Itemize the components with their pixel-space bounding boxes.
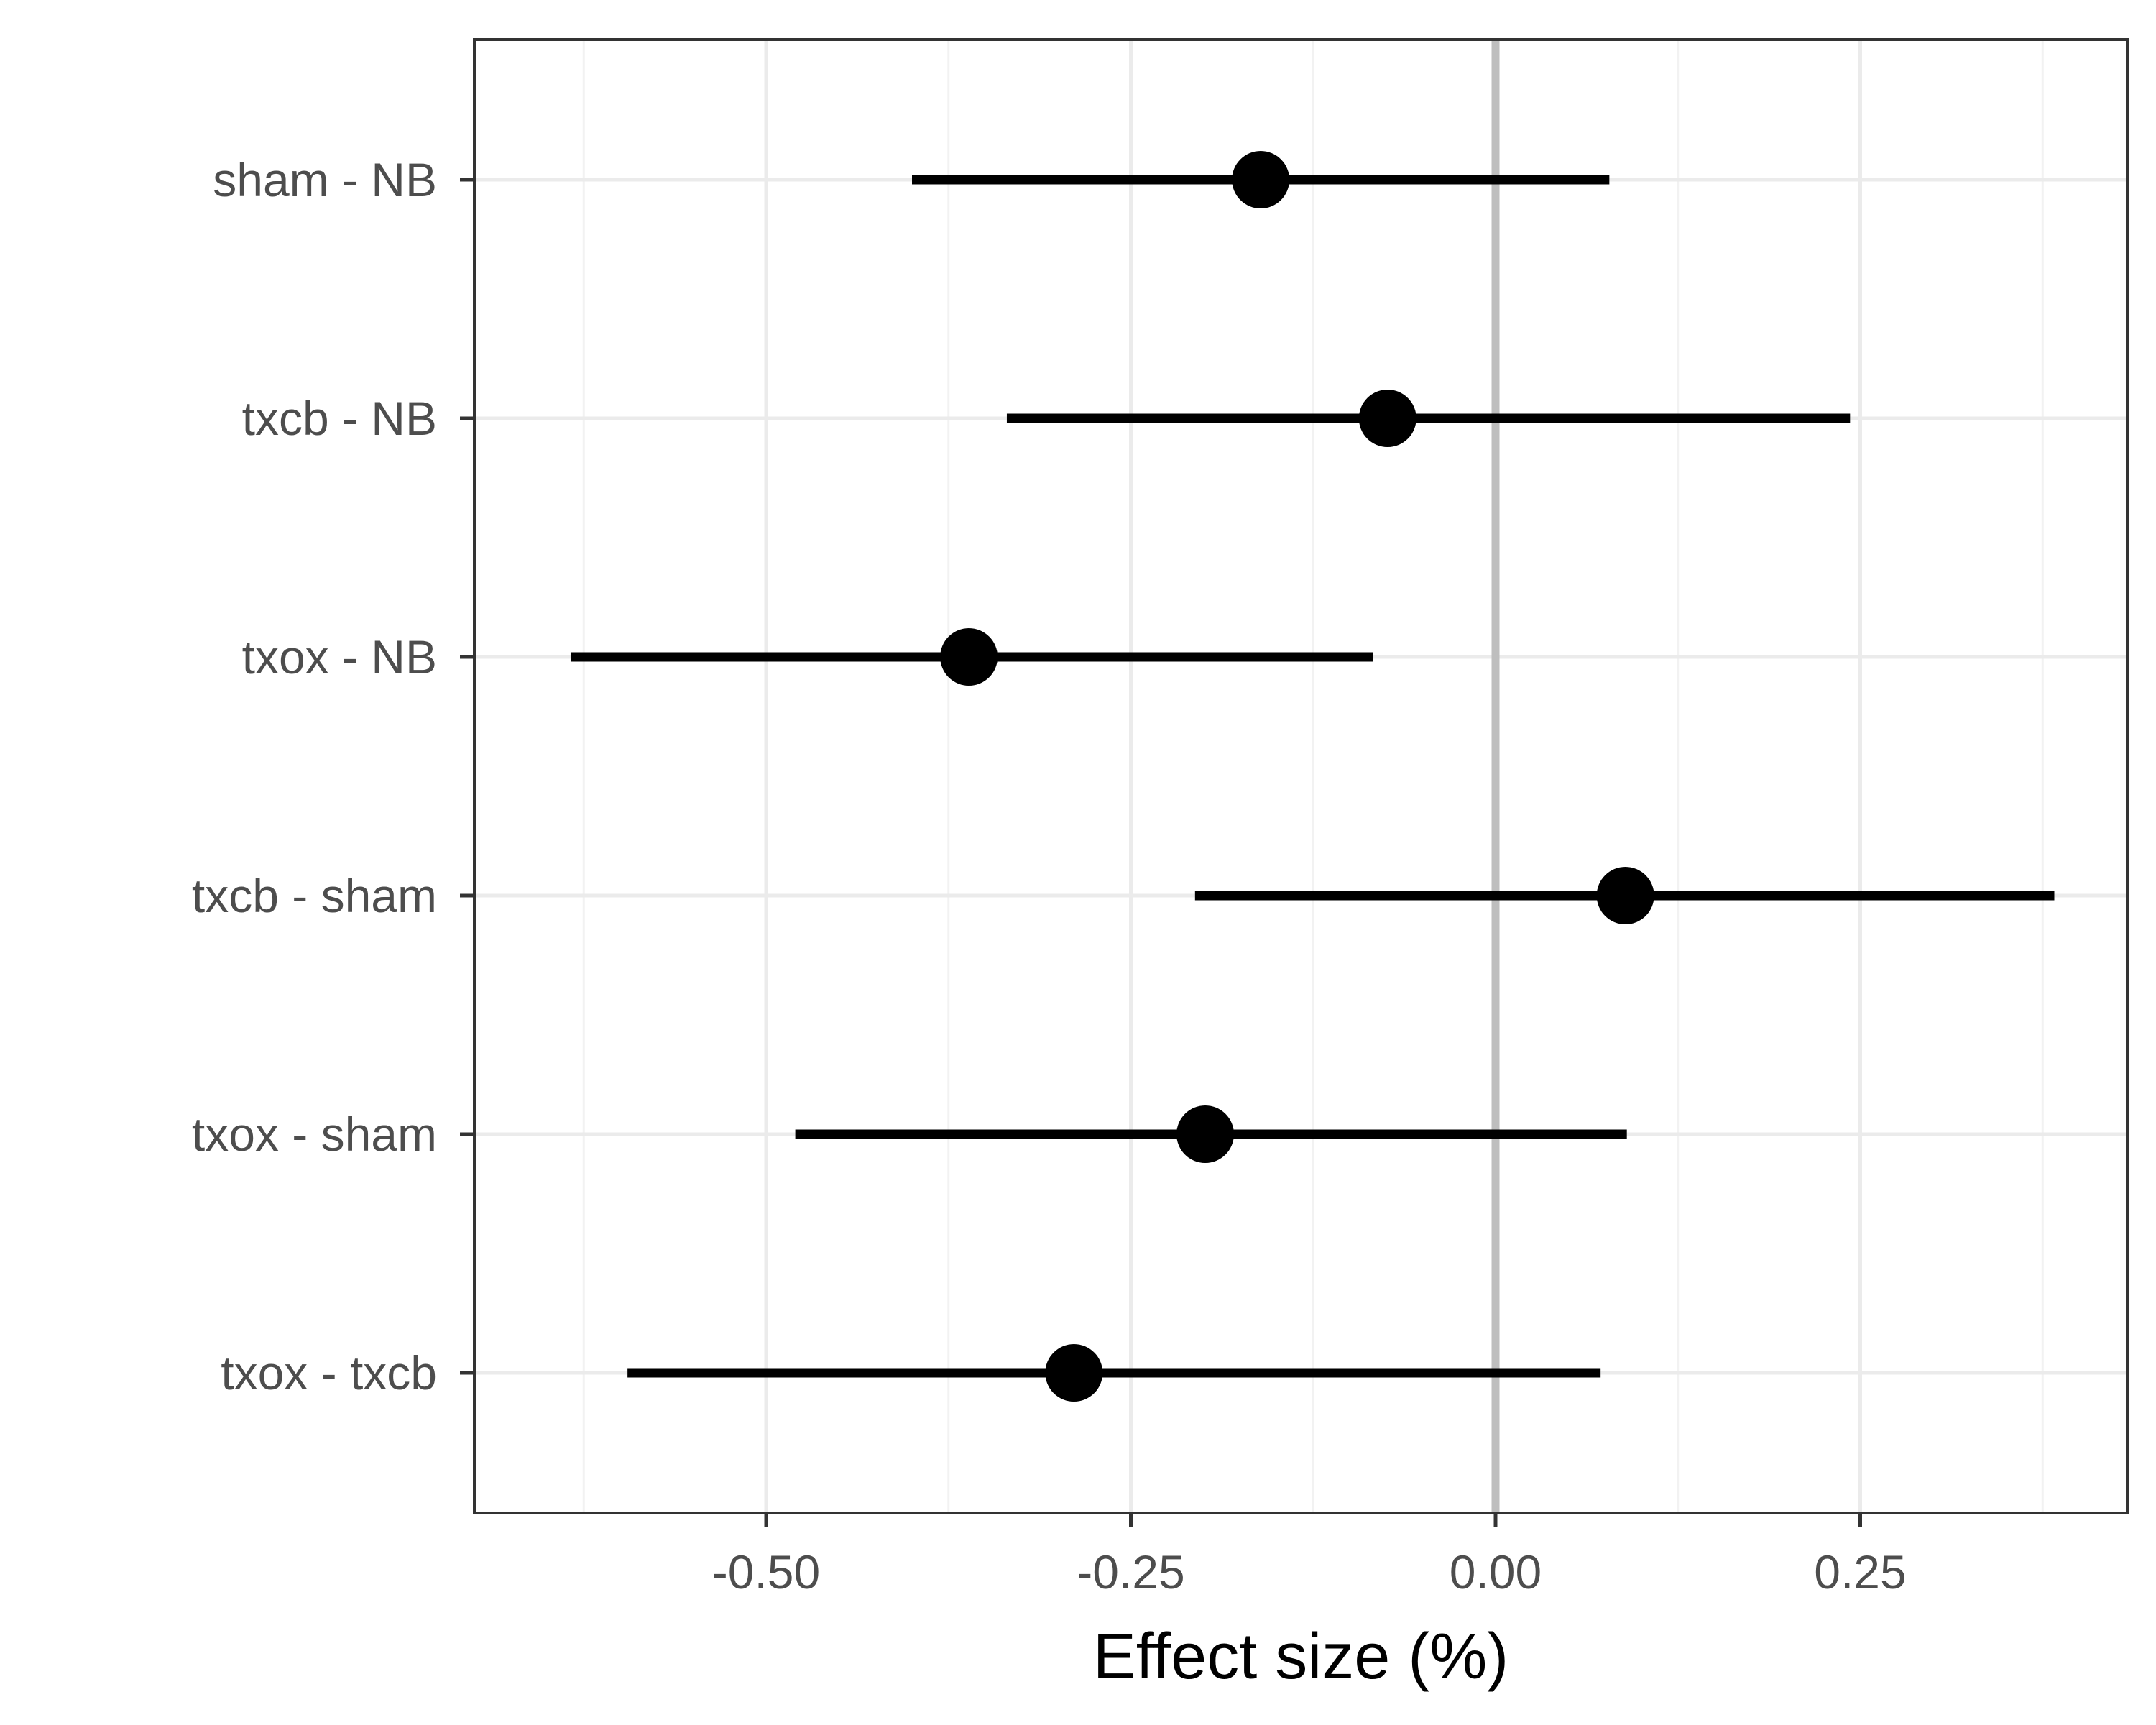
point-estimate: [1232, 151, 1290, 208]
y-tick-label: sham - NB: [213, 153, 437, 206]
y-tick-label: txcb - sham: [192, 869, 437, 922]
panel-border: [473, 38, 2129, 1514]
x-axis-title: Effect size (%): [1093, 1621, 1509, 1693]
point-estimate: [1358, 390, 1416, 447]
minor-gridlines: [582, 40, 2044, 1513]
x-tick-label: -0.25: [1077, 1545, 1184, 1598]
x-tick-label: 0.00: [1450, 1545, 1542, 1598]
y-axis: sham - NB txcb - NB txox - NB txcb - sham tx…: [192, 153, 474, 1399]
point-estimate: [1176, 1105, 1235, 1163]
point-estimate: [1596, 867, 1654, 924]
x-tick-label: -0.50: [712, 1545, 820, 1598]
major-gridlines: [474, 40, 2127, 1513]
y-tick-label: txcb - NB: [242, 392, 437, 445]
x-axis: -0.50 -0.25 0.00 0.25: [712, 1513, 1907, 1598]
interval-marks: [570, 151, 2055, 1402]
point-estimate: [1045, 1344, 1103, 1402]
y-tick-label: txox - sham: [192, 1108, 437, 1161]
point-estimate: [940, 628, 998, 686]
y-tick-label: txox - txcb: [221, 1346, 437, 1399]
x-tick-label: 0.25: [1814, 1545, 1906, 1598]
y-tick-label: txox - NB: [242, 630, 437, 684]
